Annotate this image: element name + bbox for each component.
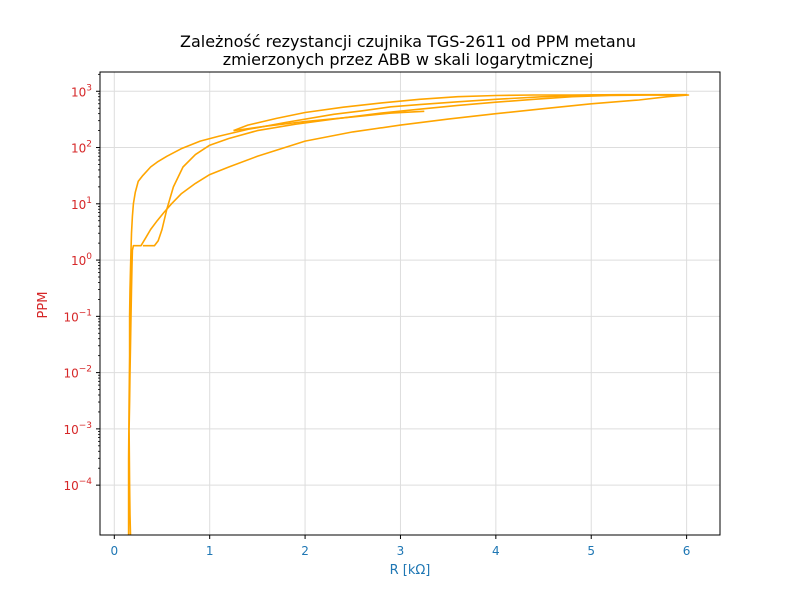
x-tick-label: 1 [206,544,214,558]
grid-layer [100,72,720,535]
y-tick-label: 10−4 [63,477,92,493]
y-tick-label: 102 [71,140,92,156]
chart-title-line-2: zmierzonych przez ABB w skali logarytmic… [223,50,594,69]
x-tick-label: 6 [683,544,691,558]
y-axis: 10−4 10−3 10−2 10−1 100 101 102 103 [63,73,100,493]
x-tick-label: 4 [492,544,500,558]
x-tick-label: 5 [587,544,595,558]
y-tick-label: 101 [71,196,92,212]
x-tick-label: 2 [301,544,309,558]
series-layer [127,93,690,536]
chart-title-line-1: Zależność rezystancji czujnika TGS-2611 … [180,32,636,51]
plot-frame [99,71,721,536]
series-line-3 [233,110,425,132]
x-axis: 0 1 2 3 4 5 6 [110,535,690,558]
series-line-1 [127,94,690,536]
x-tick-label: 0 [110,544,118,558]
y-tick-label: 103 [71,83,92,99]
y-tick-label: 10−1 [63,308,92,324]
y-axis-label: PPM [36,292,51,319]
series-line-2 [142,93,688,247]
y-tick-label: 10−3 [63,421,92,437]
x-axis-label: R [kΩ] [390,563,431,578]
x-tick-label: 3 [397,544,405,558]
y-tick-label: 10−2 [63,365,92,381]
y-tick-label: 100 [71,252,92,268]
